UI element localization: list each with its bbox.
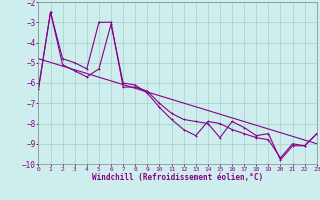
X-axis label: Windchill (Refroidissement éolien,°C): Windchill (Refroidissement éolien,°C) xyxy=(92,173,263,182)
